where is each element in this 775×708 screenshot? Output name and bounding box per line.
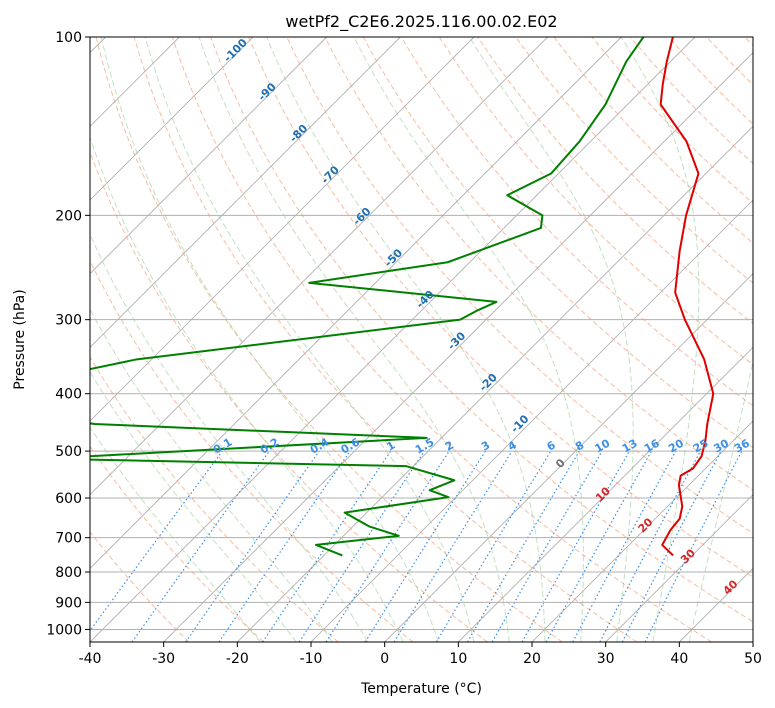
isotherm-line <box>90 37 475 422</box>
x-tick-label: 0 <box>380 651 389 667</box>
dewpoint-line <box>90 37 645 557</box>
mixing-ratio-line <box>545 450 653 642</box>
isotherm-line <box>90 37 696 642</box>
moist-adiabat <box>90 370 297 642</box>
mixing-ratio-line <box>393 450 513 642</box>
moist-adiabat <box>100 37 439 642</box>
moist-adiabat <box>266 37 546 642</box>
y-tick-label: 700 <box>55 531 82 547</box>
moist-adiabat <box>688 358 753 642</box>
isotherm-line <box>605 494 753 642</box>
mixing-ratio-line <box>572 450 677 642</box>
moist-adiabat <box>144 37 475 642</box>
mixing-ratio-line <box>131 450 270 642</box>
x-tick-label: -20 <box>226 651 249 667</box>
y-tick-label: 900 <box>55 595 82 611</box>
dry-adiabat <box>90 150 488 642</box>
moist-adiabat <box>90 233 369 642</box>
dry-adiabat <box>324 37 753 491</box>
dry-adiabat <box>133 37 638 642</box>
dry-adiabat <box>90 259 414 642</box>
y-tick-label: 300 <box>55 313 82 329</box>
y-tick-label: 1000 <box>46 622 82 638</box>
x-tick-label: 30 <box>597 651 615 667</box>
x-axis: -40 -30 -20 -10 0 10 20 30 40 50 <box>79 642 762 667</box>
y-axis-label: Pressure (hPa) <box>12 289 28 389</box>
isotherm-line <box>458 346 753 642</box>
y-tick-label: 100 <box>55 30 82 46</box>
y-tick-label: 400 <box>55 387 82 403</box>
isotherm-line <box>90 37 327 275</box>
x-tick-label: 20 <box>523 651 541 667</box>
y-tick-label: 500 <box>55 444 82 460</box>
x-tick-label: -30 <box>152 651 175 667</box>
x-axis-label: Temperature (°C) <box>360 681 482 697</box>
temperature-line <box>659 37 715 557</box>
x-tick-label: 10 <box>449 651 467 667</box>
mixing-ratio-line <box>185 450 320 642</box>
dry-adiabat <box>90 445 264 642</box>
isotherm-line <box>90 37 254 201</box>
x-tick-label: 50 <box>744 651 762 667</box>
isotherm-line <box>90 37 548 496</box>
mixing-ratio-line <box>90 450 223 632</box>
dry-adiabat <box>90 356 339 642</box>
moist-adiabat <box>353 37 584 642</box>
mixing-ratio-line <box>521 450 631 642</box>
mixing-ratio-line <box>644 450 743 642</box>
isotherm-line <box>237 125 753 642</box>
isotherm-line <box>531 420 753 642</box>
mixing-ratio-line <box>325 450 450 642</box>
isotherm-line <box>384 273 753 642</box>
dry-adiabat <box>210 37 753 623</box>
x-tick-label: -40 <box>79 651 102 667</box>
mixing-ratio-line <box>218 450 351 642</box>
dry-adiabat <box>90 531 190 642</box>
y-axis: 100 200 300 400 500 600 700 800 900 1000 <box>46 30 90 638</box>
y-tick-label: 200 <box>55 208 82 224</box>
moist-adiabat <box>90 426 261 642</box>
plot-frame <box>89 36 754 643</box>
moist-adiabat <box>198 37 510 642</box>
chart-title: wetPf2_C2E6.2025.116.00.02.E02 <box>285 12 557 32</box>
isotherm-line <box>163 52 753 642</box>
y-tick-label: 800 <box>55 565 82 581</box>
isotherm-line <box>90 37 622 569</box>
dry-adiabat <box>515 37 753 284</box>
mixing-ratio-line <box>262 450 392 642</box>
moist-adiabat <box>90 135 404 642</box>
dry-adiabat <box>95 37 563 642</box>
dry-adiabat <box>171 37 712 642</box>
dry-adiabat <box>439 37 753 366</box>
dry-adiabat <box>248 37 753 578</box>
mixing-ratio-line <box>298 450 425 642</box>
x-tick-label: -10 <box>300 651 323 667</box>
dry-adiabat <box>400 37 753 407</box>
y-tick-label: 600 <box>55 491 82 507</box>
x-tick-label: 40 <box>670 651 688 667</box>
sounding-traces <box>90 37 715 557</box>
background-lines <box>90 37 753 642</box>
isotherm-line <box>90 37 401 348</box>
